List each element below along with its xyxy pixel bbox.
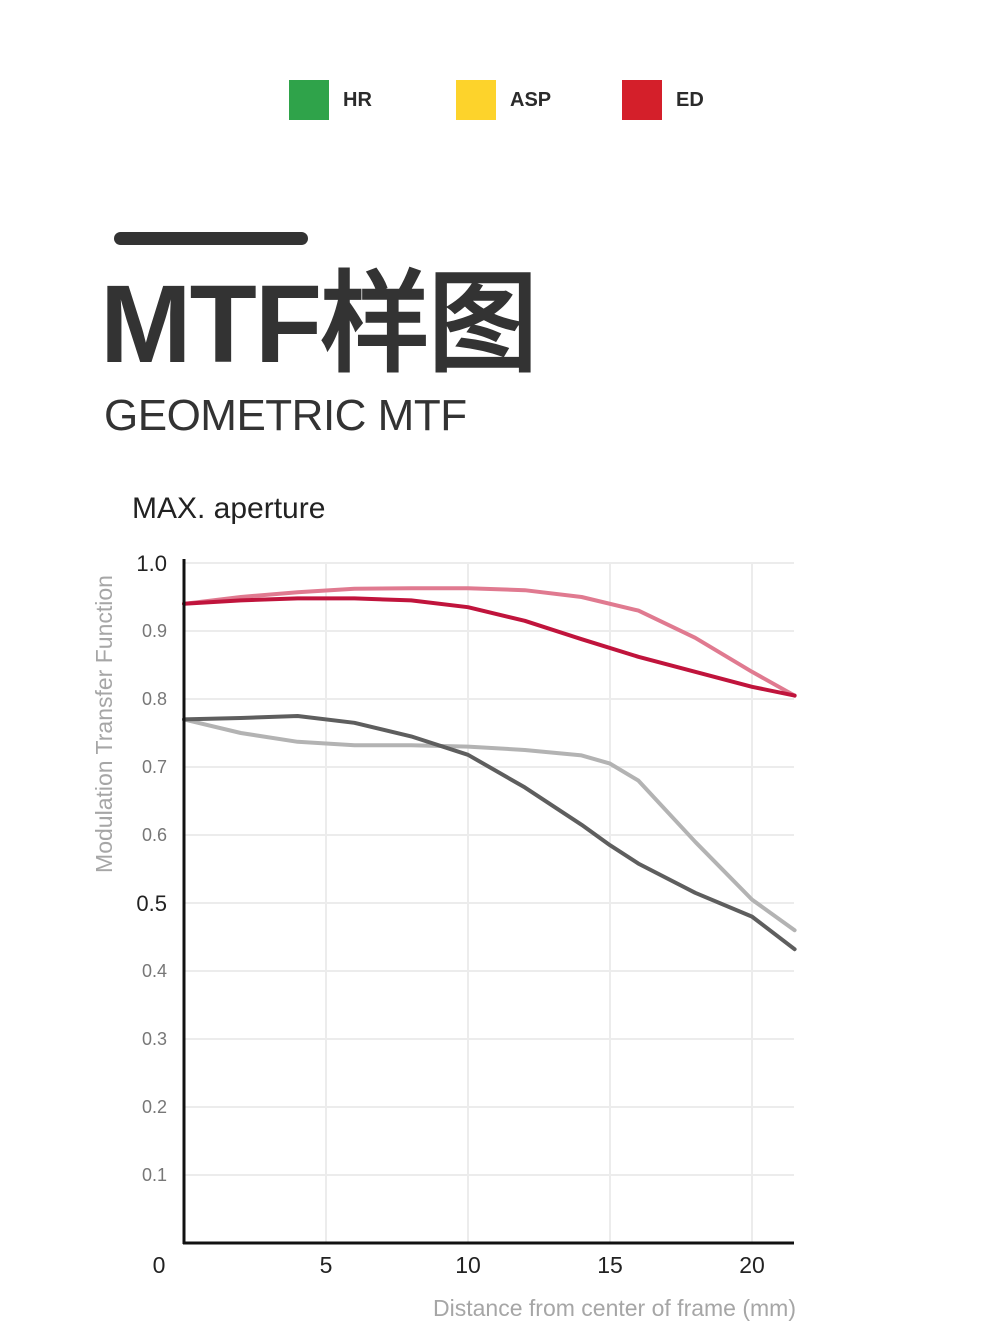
- y-tick-label-8: 0.2: [142, 1097, 167, 1117]
- y-tick-label-1: 0.9: [142, 621, 167, 641]
- chart-title: MAX. aperture: [132, 492, 326, 525]
- x-tick-label-4: 20: [739, 1252, 765, 1278]
- legend: HR ASP ED: [0, 80, 990, 120]
- legend-swatch-asp: [456, 80, 496, 120]
- y-tick-label-3: 0.7: [142, 757, 167, 777]
- x-tick-label-3: 15: [597, 1252, 623, 1278]
- x-tick-label-2: 10: [455, 1252, 481, 1278]
- y-tick-label-2: 0.8: [142, 689, 167, 709]
- legend-item-asp: ASP: [456, 80, 551, 120]
- series-line-0: [182, 586, 797, 698]
- legend-label-ed: ED: [676, 88, 704, 111]
- legend-swatch-ed: [622, 80, 662, 120]
- legend-label-asp: ASP: [510, 88, 552, 111]
- series-line-2: [182, 717, 797, 933]
- y-tick-label-6: 0.4: [142, 961, 167, 981]
- legend-swatch-hr: [289, 80, 329, 120]
- legend-item-hr: HR: [289, 80, 372, 120]
- legend-label-hr: HR: [343, 88, 372, 111]
- y-tick-label-4: 0.6: [142, 825, 167, 845]
- x-tick-label-1: 5: [320, 1252, 333, 1278]
- x-tick-label-0: 0: [153, 1252, 166, 1278]
- legend-item-ed: ED: [622, 80, 704, 120]
- y-tick-label-0: 1.0: [136, 551, 167, 576]
- series-line-1: [182, 596, 797, 698]
- y-tick-label-5: 0.5: [136, 891, 167, 916]
- x-axis-label: Distance from center of frame (mm): [433, 1295, 796, 1321]
- series-line-3: [182, 714, 797, 952]
- y-tick-label-9: 0.1: [142, 1165, 167, 1185]
- page-title: MTF样图: [100, 263, 538, 386]
- page-subtitle: GEOMETRIC MTF: [104, 391, 467, 440]
- y-axis-label: Modulation Transfer Function: [91, 575, 117, 873]
- y-tick-label-7: 0.3: [142, 1029, 167, 1049]
- title-accent-bar: [114, 232, 308, 245]
